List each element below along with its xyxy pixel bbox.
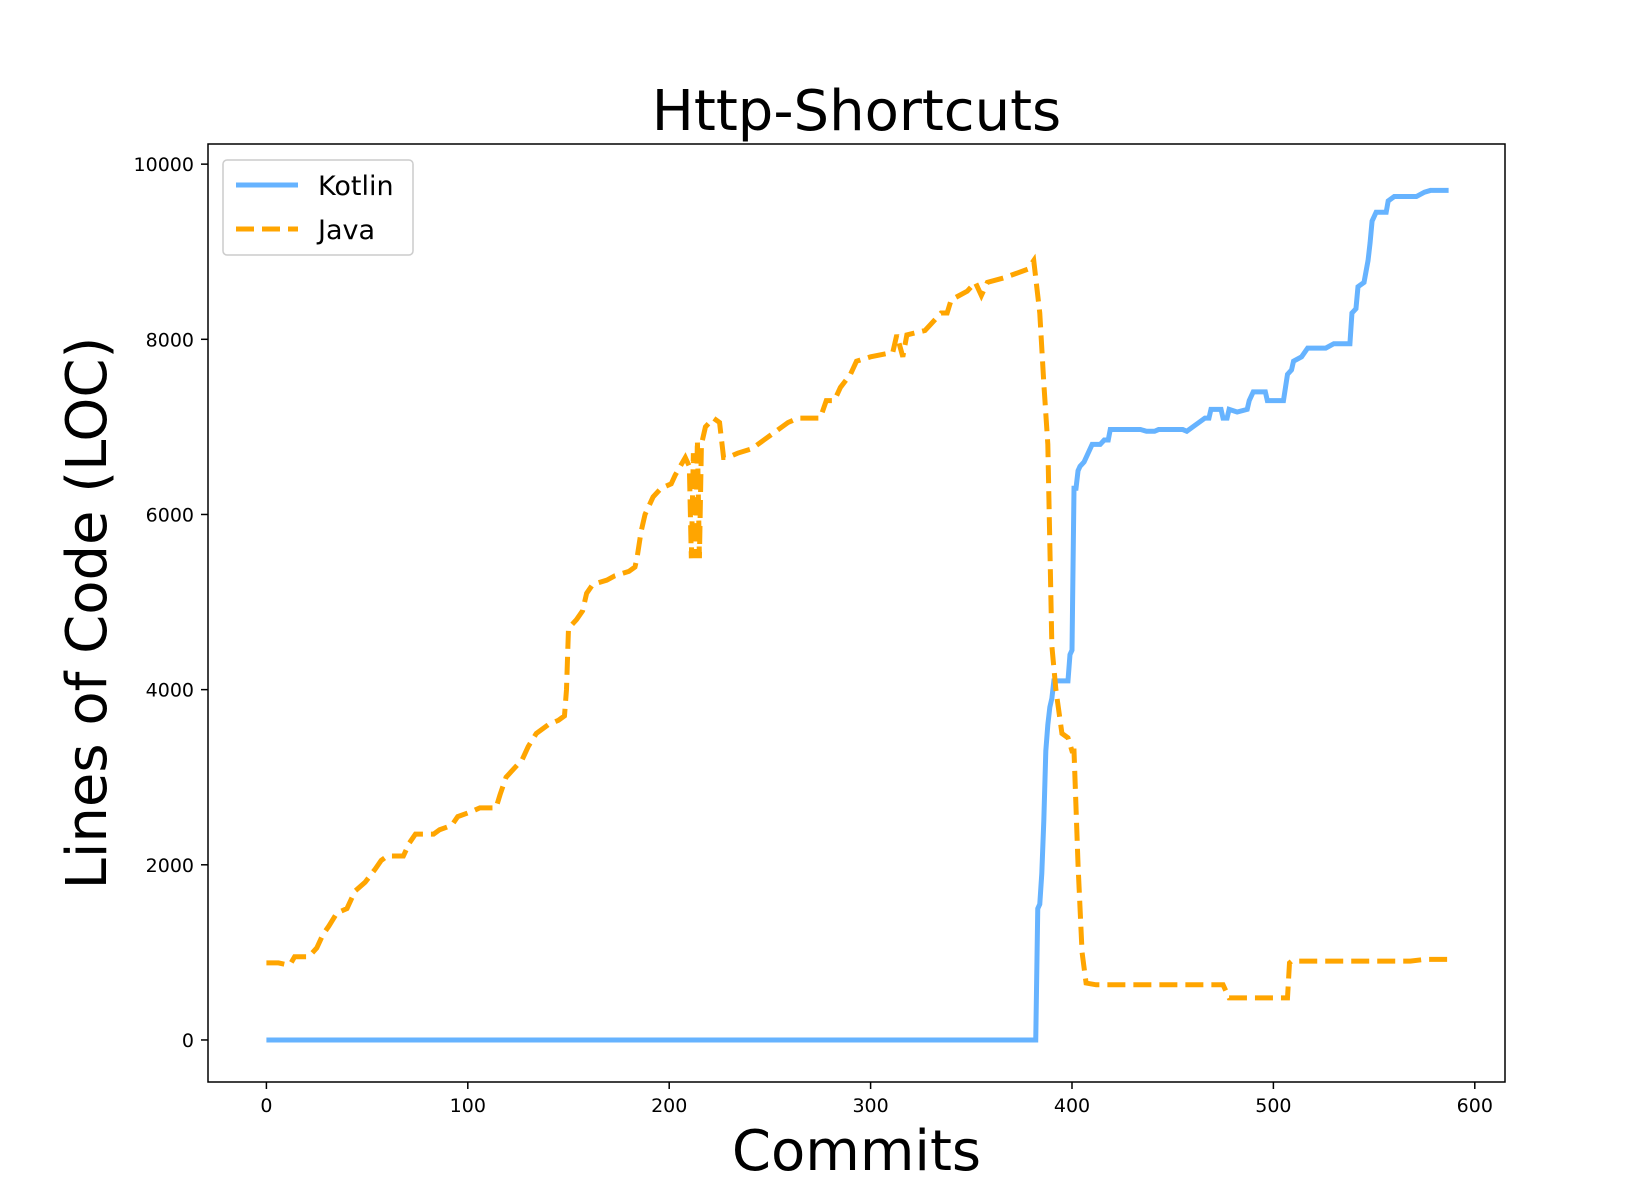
legend-label-java: Java [316,215,375,246]
chart-title: Http-Shortcuts [652,79,1061,144]
x-tick-label: 200 [651,1095,687,1117]
series-line-java [266,253,1455,1001]
y-axis: 0 2000 4000 6000 8000 10000 [134,154,208,1052]
series-line-kotlin [266,187,1449,1043]
y-tick-label: 10000 [134,154,194,176]
plot-area [266,187,1455,1043]
x-tick-label: 600 [1457,1095,1493,1117]
x-axis: 0 100 200 300 400 500 600 [260,1082,1493,1117]
y-tick-label: 4000 [146,680,194,702]
legend-label-kotlin: Kotlin [318,171,394,202]
plot-frame [207,143,1506,1083]
y-tick-label: 2000 [146,855,194,877]
y-axis-label: Lines of Code (LOC) [55,337,120,890]
x-tick-label: 400 [1054,1095,1090,1117]
x-tick-label: 500 [1255,1095,1291,1117]
y-tick-label: 0 [182,1030,194,1052]
x-tick-label: 300 [852,1095,888,1117]
y-tick-label: 8000 [146,329,194,351]
x-tick-label: 0 [260,1095,272,1117]
legend: Kotlin Java [222,159,414,256]
x-tick-label: 100 [450,1095,486,1117]
x-axis-label: Commits [732,1119,981,1184]
y-tick-label: 6000 [146,504,194,526]
